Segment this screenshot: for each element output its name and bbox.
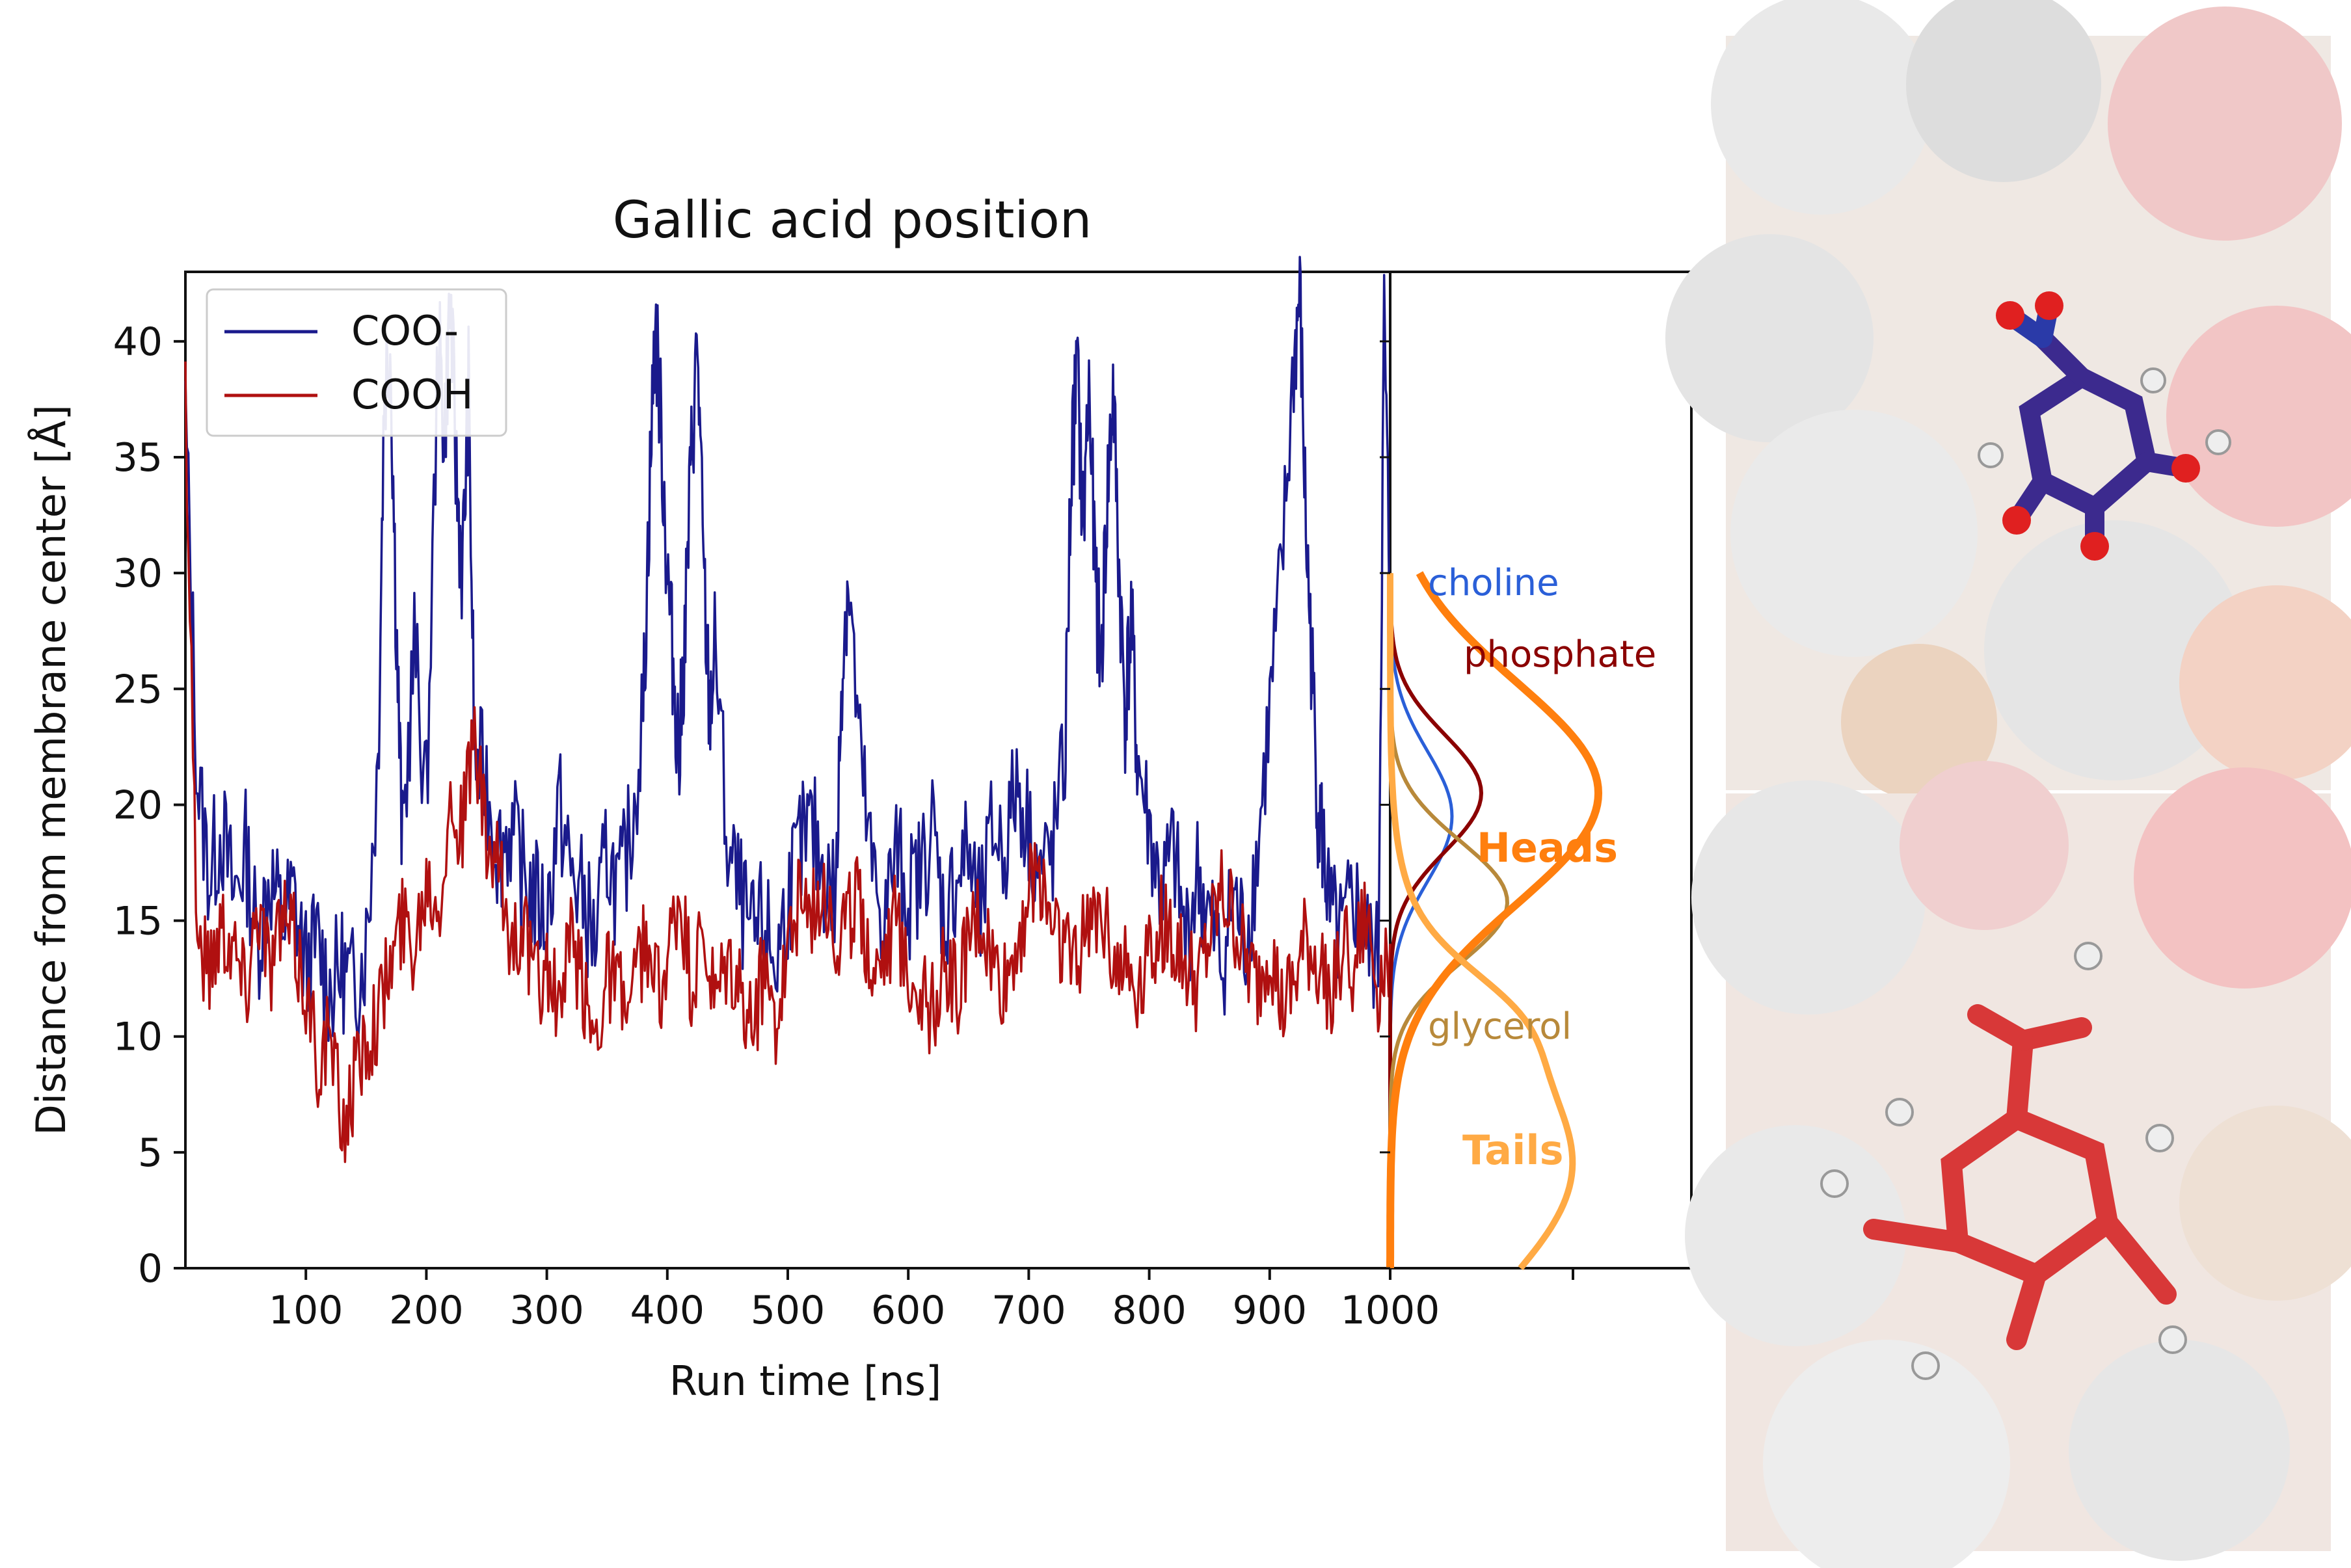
y-tick-label: 5 [138,1130,163,1176]
density-label-tails: Tails [1462,1126,1564,1174]
x-axis-label: Run time [ns] [669,1357,941,1405]
y-tick-label: 25 [113,667,163,712]
figure: Gallic acid position 100 200 300 400 500 600 7… [0,0,2351,1568]
x-tick-label: 600 [871,1288,946,1333]
density-label-glycerol: glycerol [1428,1005,1572,1048]
density-label-phosphate: phosphate [1464,633,1656,676]
y-tick-label: 40 [113,319,163,365]
y-tick-label: 30 [113,551,163,596]
y-tick-label: 20 [113,782,163,828]
legend-label-coo: COO- [351,307,459,354]
x-tick-label: 800 [1112,1288,1187,1333]
density-label-heads: Heads [1477,824,1618,871]
molecule-panel-bottom [1685,761,2351,1568]
y-tick-label: 35 [113,435,163,481]
legend-label-cooh: COOH [351,371,474,418]
density-label-choline: choline [1428,562,1559,604]
x-tick-label: 1000 [1341,1288,1440,1333]
x-tick-label: 200 [389,1288,464,1333]
molecule-panel-top [1665,0,2351,800]
density-plot-frame [1390,272,1691,1268]
x-tick-label: 500 [751,1288,826,1333]
y-tick-label: 0 [138,1246,163,1292]
y-axis-label: Distance from membrane center [Å] [27,405,75,1136]
x-tick-label: 400 [630,1288,705,1333]
x-tick-label: 300 [509,1288,584,1333]
y-tick-label: 15 [113,899,163,944]
series-line-cooh [185,362,1390,1162]
y-tick-label: 10 [113,1015,163,1060]
tick-layer: 100 200 300 400 500 600 700 800 900 1000 0 5 10 15 20 2… [113,319,1573,1333]
x-tick-label: 700 [991,1288,1066,1333]
x-tick-label: 100 [269,1288,343,1333]
legend: COO- COOH [207,289,506,436]
x-tick-label: 900 [1233,1288,1308,1333]
chart-title: Gallic acid position [613,191,1092,250]
